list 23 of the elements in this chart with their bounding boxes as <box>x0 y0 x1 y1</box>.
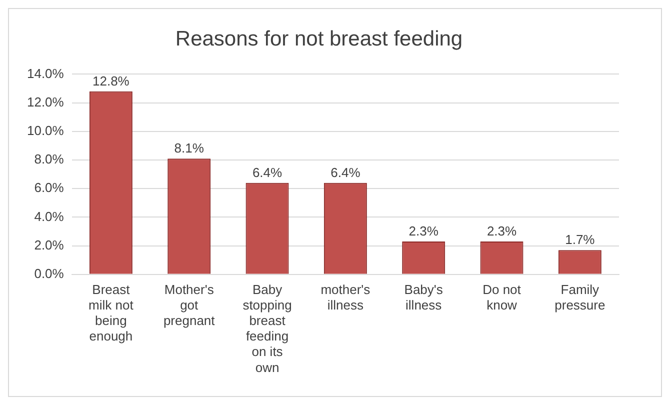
data-label: 1.7% <box>565 232 596 248</box>
data-label: 12.8% <box>92 73 130 88</box>
y-tick-label: 8.0% <box>34 152 64 167</box>
x-tick-label: Family pressure <box>554 282 606 312</box>
chart-title: Reasons for not breast feeding <box>175 27 463 50</box>
data-label: 6.4% <box>252 164 283 180</box>
data-label: 6.4% <box>330 164 361 180</box>
y-tick-label: 2.0% <box>34 237 64 252</box>
x-tick-label: Breast milk not being enough <box>88 282 134 344</box>
y-tick-label: 10.0% <box>26 122 64 138</box>
x-tick-label: Mother's got pregnant <box>163 282 216 328</box>
y-tick-label: 12.0% <box>26 94 64 110</box>
data-label: 2.3% <box>486 224 518 239</box>
data-label: 2.3% <box>408 224 439 239</box>
x-tick-label: Baby's illness <box>404 282 444 312</box>
y-tick-label: 4.0% <box>34 208 64 224</box>
y-tick-label: 6.0% <box>34 180 64 196</box>
y-tick-label: 0.0% <box>34 266 64 281</box>
y-tick-label: 14.0% <box>26 66 64 81</box>
x-tick-label: Baby stopping breast feeding on its own <box>242 282 292 375</box>
x-tick-label: Do not know <box>482 282 522 312</box>
x-tick-label: mother's illness <box>320 282 371 312</box>
data-label: 8.1% <box>174 140 204 156</box>
